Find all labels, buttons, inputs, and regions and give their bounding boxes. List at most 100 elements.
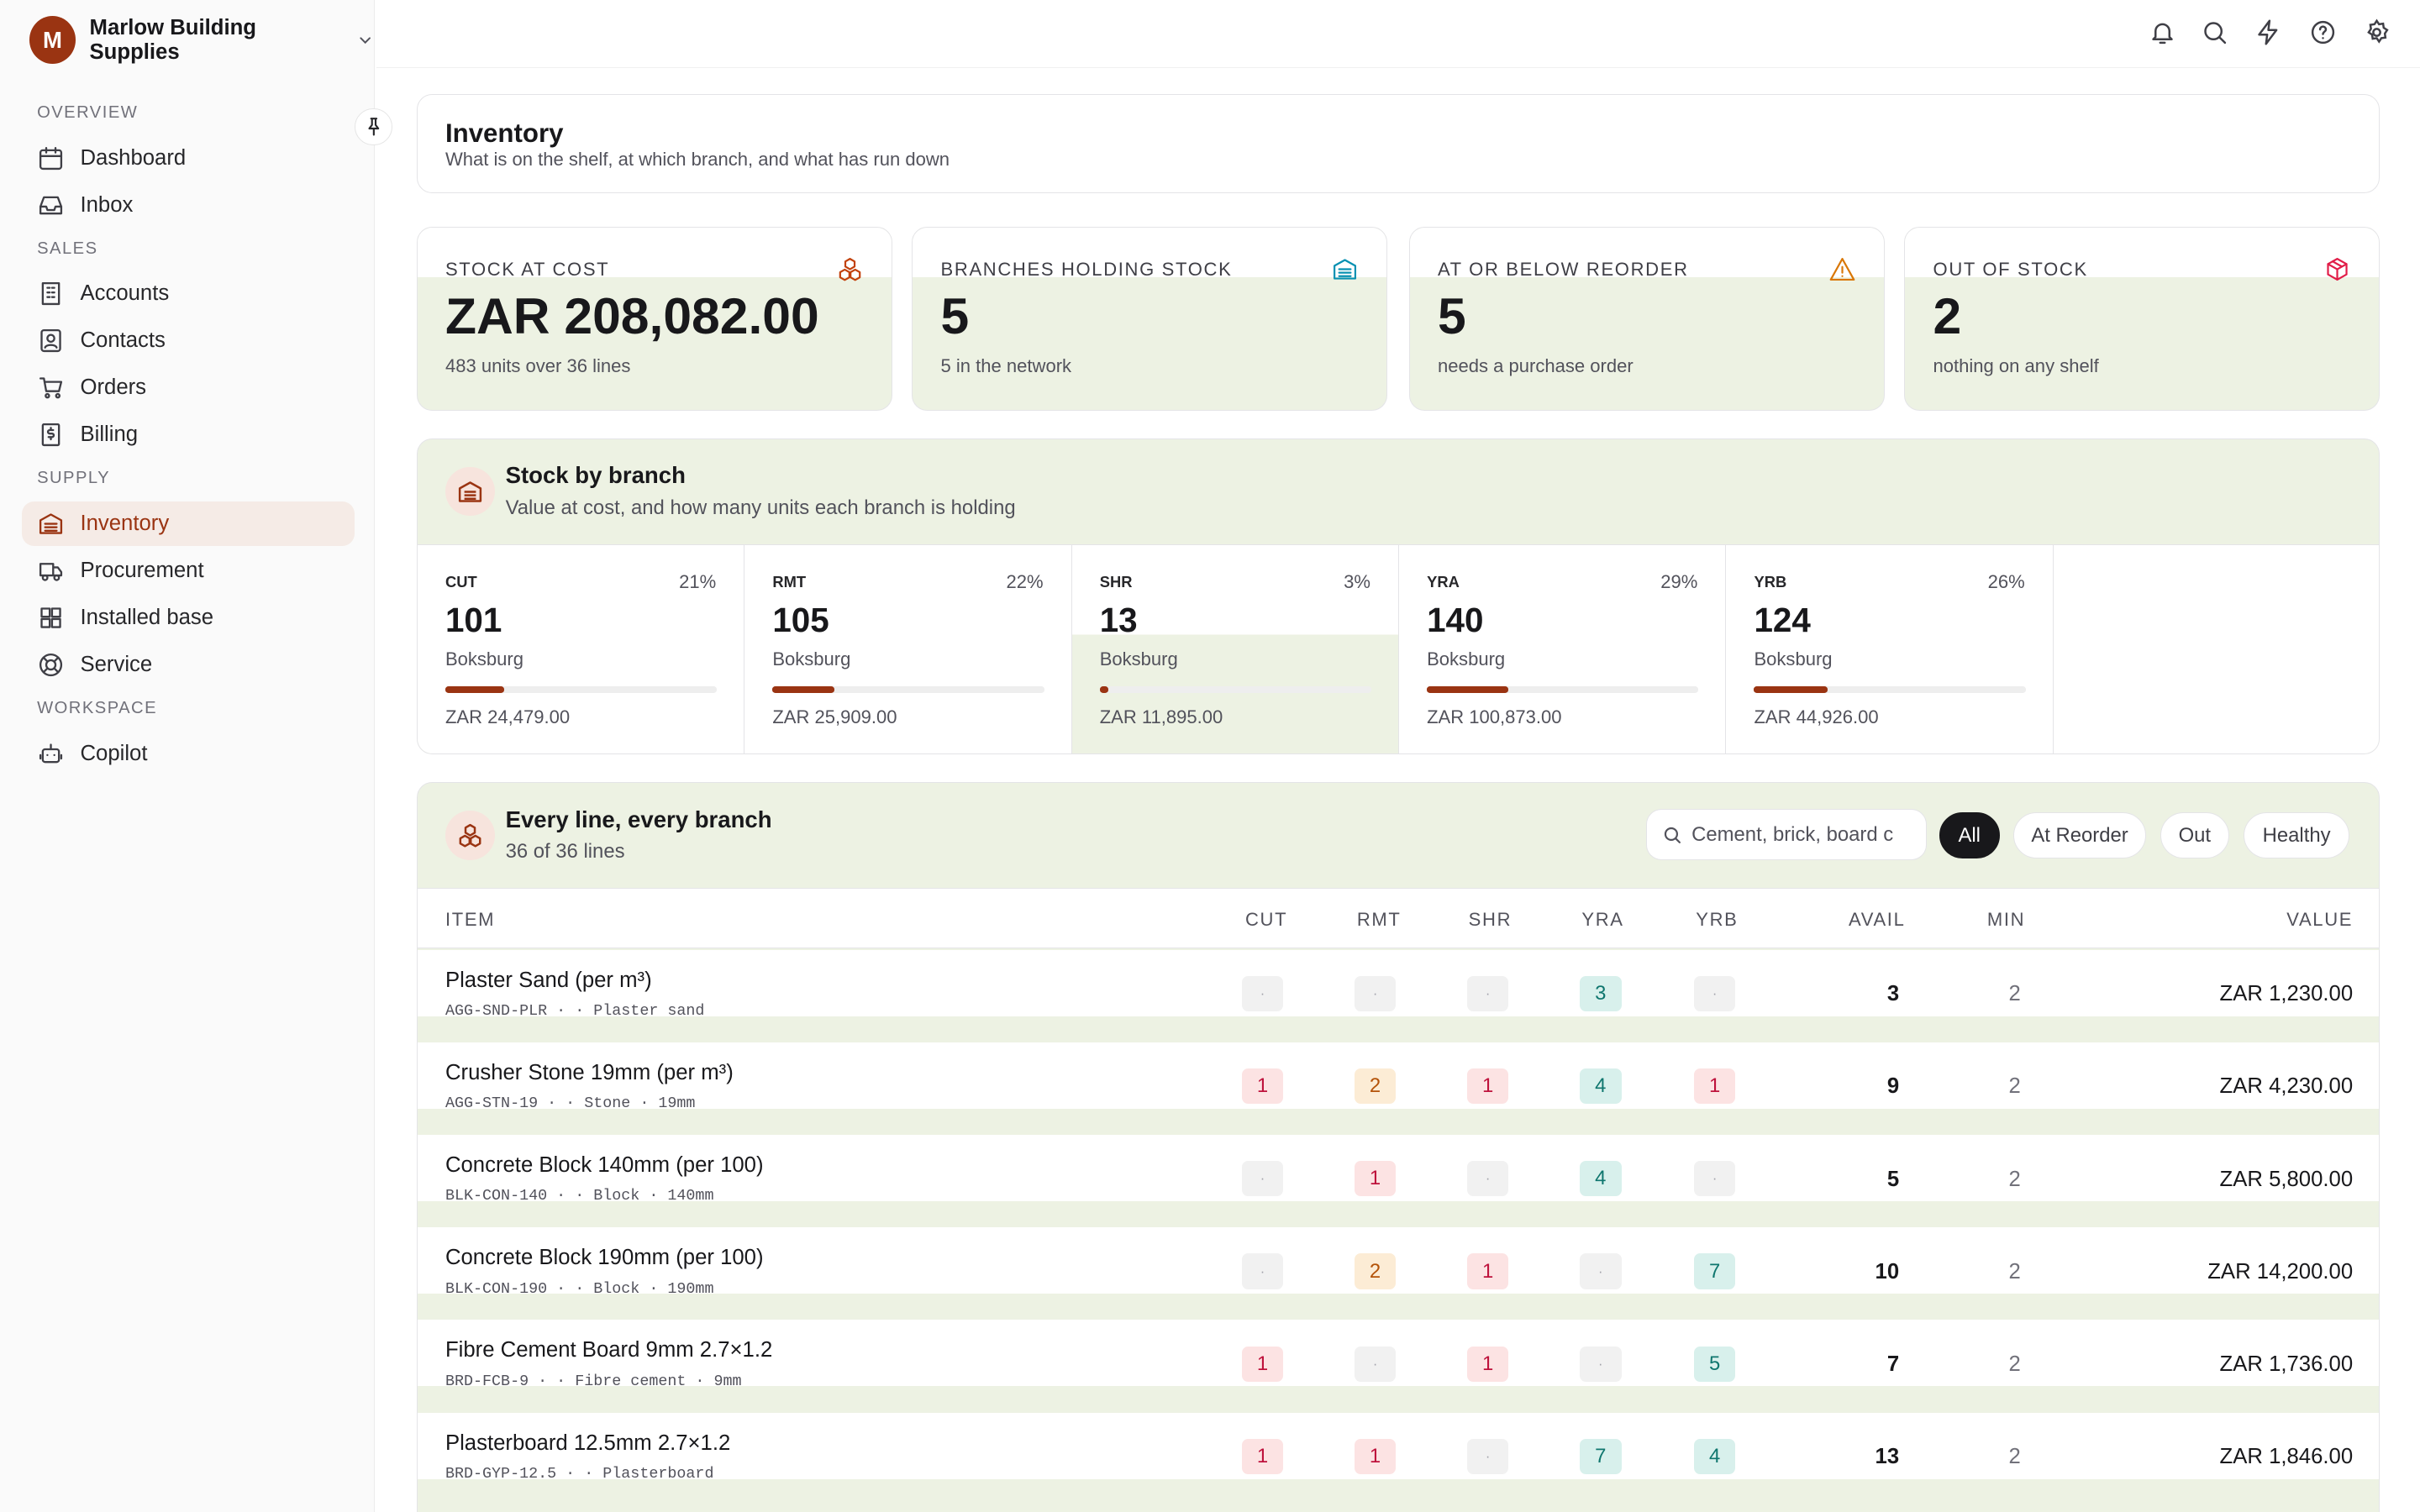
sidebar-item-inbox[interactable]: Inbox	[22, 183, 355, 228]
branch-card[interactable]: SHR 3% 13 Boksburg ZAR 11,895.00	[1071, 544, 1400, 754]
item-sku: BLK-CON-190 · · Block · 190mm	[445, 1279, 714, 1298]
inventory-lines-panel: Every line, every branch 36 of 36 lines …	[416, 782, 2381, 1512]
branch-stock-cell: 7	[1693, 1253, 1736, 1289]
org-switcher[interactable]: M Marlow Building Supplies	[29, 15, 374, 65]
sidebar-item-label: Billing	[80, 423, 139, 447]
branch-share: 22%	[1006, 570, 1044, 592]
branch-stock-cell: 2	[1354, 1068, 1397, 1105]
filter-chip-all[interactable]: All	[1939, 812, 2000, 859]
boxes-icon	[839, 258, 860, 281]
sidebar-item-installed-base[interactable]: Installed base	[22, 596, 355, 640]
branch-card[interactable]: RMT 22% 105 Boksburg ZAR 25,909.00	[744, 544, 1072, 754]
sidebar-item-billing[interactable]: Billing	[22, 412, 355, 457]
item-name: Plaster Sand (per m³)	[445, 968, 652, 992]
column-header-min[interactable]: MIN	[1986, 908, 2026, 930]
search-input[interactable]	[1691, 822, 1923, 847]
item-name: Concrete Block 140mm (per 100)	[445, 1153, 764, 1177]
warehouse-icon	[445, 466, 495, 517]
available-qty: 3	[1886, 982, 1900, 1006]
column-header-shr[interactable]: SHR	[1468, 908, 1512, 930]
sidebar-item-contacts[interactable]: Contacts	[22, 318, 355, 363]
search-field[interactable]	[1645, 809, 1928, 861]
settings-icon[interactable]	[2363, 18, 2391, 46]
nav-section-label: SALES	[37, 239, 98, 258]
robot-icon	[39, 743, 63, 764]
table-row[interactable]: Concrete Block 140mm (per 100) BLK-CON-14…	[417, 1134, 2380, 1228]
sidebar-item-dashboard[interactable]: Dashboard	[22, 136, 355, 181]
search-icon[interactable]	[2201, 18, 2228, 46]
branch-stock-cell: ·	[1354, 975, 1397, 1012]
nav-section-label: SUPPLY	[37, 469, 111, 488]
table-row[interactable]: Concrete Block 190mm (per 100) BLK-CON-19…	[417, 1227, 2380, 1320]
column-header-yrb[interactable]: YRB	[1696, 908, 1739, 930]
lightning-icon[interactable]	[2254, 18, 2282, 46]
lifebuoy-icon	[39, 654, 63, 677]
branch-units: 140	[1427, 600, 1484, 639]
search-icon	[1665, 827, 1681, 843]
item-sku: BRD-FCB-9 · · Fibre cement · 9mm	[445, 1372, 742, 1390]
filter-chip-at-reorder[interactable]: At Reorder	[2013, 812, 2146, 859]
pin-icon	[368, 117, 379, 136]
grid-icon	[40, 607, 61, 628]
branch-units: 105	[772, 600, 829, 639]
item-sku: AGG-SND-PLR · · Plaster sand	[445, 1002, 705, 1020]
table-row[interactable]: Fibre Cement Board 9mm 2.7×1.2 BRD-FCB-9 …	[417, 1320, 2380, 1413]
item-name: Crusher Stone 19mm (per m³)	[445, 1060, 734, 1084]
item-name: Concrete Block 190mm (per 100)	[445, 1246, 764, 1270]
branch-share-bar	[772, 686, 1044, 693]
branch-stock-cell: 1	[1693, 1068, 1736, 1105]
branch-stock-cell: ·	[1241, 1161, 1284, 1197]
branch-units: 101	[445, 600, 502, 639]
table-row[interactable]: Plasterboard 12.5mm 2.7×1.2 BRD-GYP-12.5 …	[417, 1412, 2380, 1505]
column-header-value[interactable]: VALUE	[2286, 908, 2354, 930]
sidebar-item-service[interactable]: Service	[22, 643, 355, 687]
warning-icon	[1829, 258, 1854, 281]
branch-stock-cell: ·	[1693, 975, 1736, 1012]
branch-city: Boksburg	[772, 648, 851, 669]
branch-stock-cell: 7	[1579, 1438, 1622, 1475]
sidebar: M Marlow Building Supplies OVERVIEW Dashb…	[0, 0, 376, 1512]
branch-list: CUT 21% 101 Boksburg ZAR 24,479.00 RMT 22% 105 B…	[417, 543, 2380, 754]
filter-chip-healthy[interactable]: Healthy	[2243, 812, 2350, 859]
column-header-item[interactable]: ITEM	[445, 908, 496, 930]
column-header-avail[interactable]: AVAIL	[1849, 908, 1906, 930]
table-row[interactable]: Crusher Stone 19mm (per m³) AGG-STN-19 · …	[417, 1042, 2380, 1135]
line-value: ZAR 1,846.00	[2219, 1445, 2354, 1469]
branch-share-bar	[1099, 686, 1371, 693]
branch-code: RMT	[772, 572, 807, 591]
item-name: Plasterboard 12.5mm 2.7×1.2	[445, 1431, 731, 1455]
branch-stock-cell: 1	[1354, 1438, 1397, 1475]
branch-card[interactable]: CUT 21% 101 Boksburg ZAR 24,479.00	[418, 544, 745, 754]
sidebar-item-inventory[interactable]: Inventory	[21, 501, 355, 547]
kpi-label: Branches holding stock	[940, 258, 1233, 280]
sidebar-item-label: Inventory	[80, 512, 170, 536]
bell-icon[interactable]	[2149, 18, 2176, 46]
branch-stock-cell: 1	[1241, 1068, 1284, 1105]
column-header-rmt[interactable]: RMT	[1356, 908, 1402, 930]
sidebar-item-procurement[interactable]: Procurement	[22, 549, 355, 593]
pin-sidebar-button[interactable]	[355, 108, 392, 145]
column-header-yra[interactable]: YRA	[1581, 908, 1624, 930]
min-qty: 2	[2008, 1259, 2021, 1284]
sidebar-item-copilot[interactable]: Copilot	[22, 732, 355, 776]
branch-card[interactable]: YRB 26% 124 Boksburg ZAR 44,926.00	[1726, 544, 2054, 754]
branch-stock-cell: 1	[1466, 1346, 1509, 1382]
filter-chip-out[interactable]: Out	[2160, 812, 2230, 859]
sidebar-item-orders[interactable]: Orders	[22, 365, 355, 410]
branch-stock-cell: ·	[1241, 1253, 1284, 1289]
branch-code: YRB	[1754, 572, 1787, 591]
min-qty: 2	[2008, 1445, 2021, 1469]
table-row[interactable]: Plaster Sand (per m³) AGG-SND-PLR · · Pla…	[417, 949, 2380, 1042]
sidebar-item-label: Inbox	[80, 192, 134, 217]
branch-stock-cell: ·	[1693, 1161, 1736, 1197]
sidebar-item-accounts[interactable]: Accounts	[22, 271, 355, 316]
column-header-cut[interactable]: CUT	[1244, 908, 1288, 930]
help-icon[interactable]	[2309, 18, 2337, 46]
line-value: ZAR 4,230.00	[2219, 1074, 2354, 1099]
kpi-caption: needs a purchase order	[1437, 355, 1634, 377]
branch-card[interactable]: YRA 29% 140 Boksburg ZAR 100,873.00	[1399, 544, 1727, 754]
branch-stock-cell: 1	[1466, 1068, 1509, 1105]
line-value: ZAR 1,736.00	[2219, 1352, 2354, 1376]
branch-city: Boksburg	[1099, 648, 1178, 669]
item-sku: BRD-GYP-12.5 · · Plasterboard	[445, 1465, 714, 1483]
